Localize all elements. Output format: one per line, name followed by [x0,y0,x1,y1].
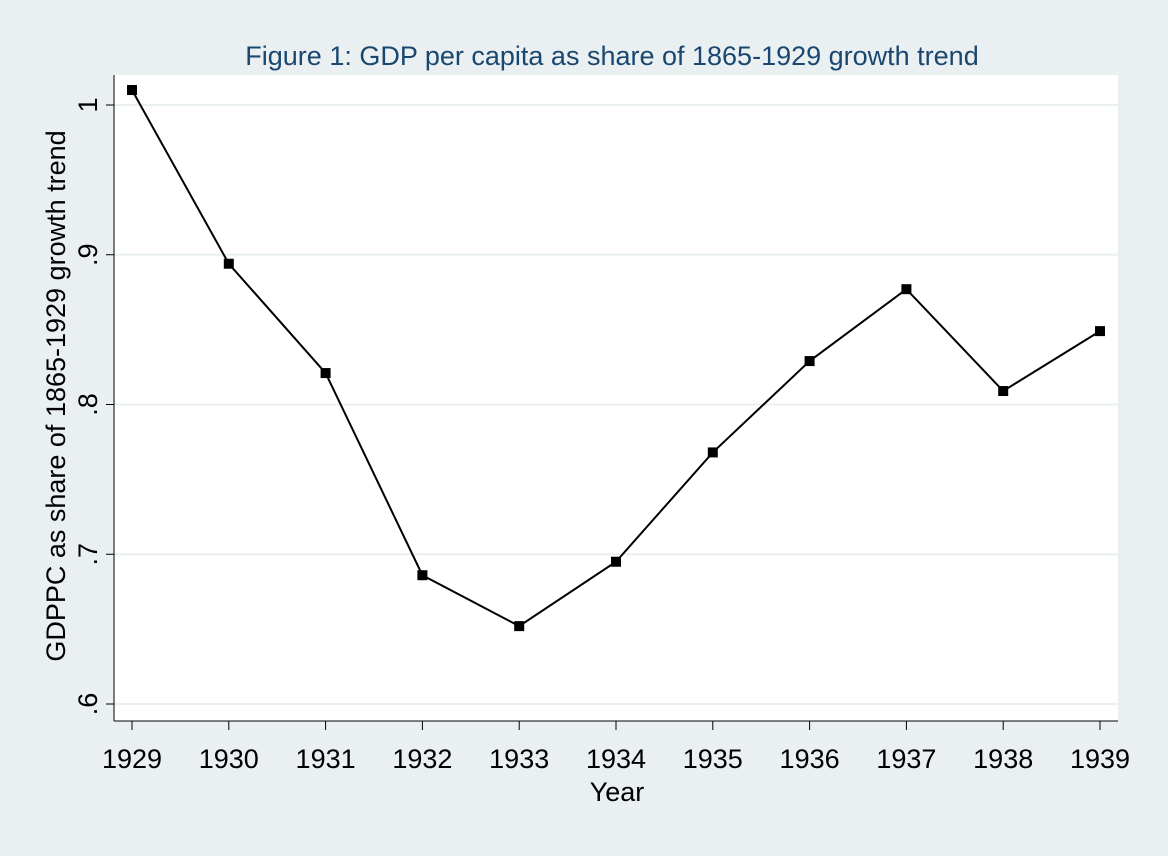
chart-title: Figure 1: GDP per capita as share of 186… [245,41,978,71]
x-tick-label: 1932 [392,744,452,774]
x-tick-label: 1933 [489,744,549,774]
x-tick-label: 1935 [683,744,743,774]
data-point [804,356,815,367]
data-point [707,447,718,458]
y-tick-label: .6 [73,693,103,716]
y-axis-title: GDPPC as share of 1865-1929 growth trend [41,130,71,661]
data-point [514,621,525,632]
gridlines [114,104,1118,705]
data-point [901,284,912,295]
axes: .6 .7 .8 .9 1 1929 1930 1931 1932 1933 1934 1935 193… [73,75,1130,774]
y-tick-label: .8 [73,393,103,416]
data-point [127,85,137,96]
data-point [1095,326,1105,337]
data-point [320,368,331,379]
x-axis-title: Year [590,777,645,807]
y-tick-label: .7 [73,543,103,566]
x-tick-label: 1929 [102,744,162,774]
x-tick-label: 1937 [876,744,936,774]
x-tick-label: 1938 [973,744,1033,774]
x-tick-label: 1930 [199,744,259,774]
x-tick-label: 1931 [296,744,356,774]
data-point [611,556,621,567]
data-series [127,85,1105,632]
y-tick-label: .9 [73,243,103,266]
y-tick-label: 1 [73,97,103,112]
plot-area [114,75,1118,721]
x-tick-label: 1939 [1070,744,1130,774]
data-point [223,258,234,269]
data-point [417,570,428,581]
x-tick-label: 1936 [780,744,840,774]
data-point [998,386,1009,397]
x-tick-label: 1934 [586,744,646,774]
